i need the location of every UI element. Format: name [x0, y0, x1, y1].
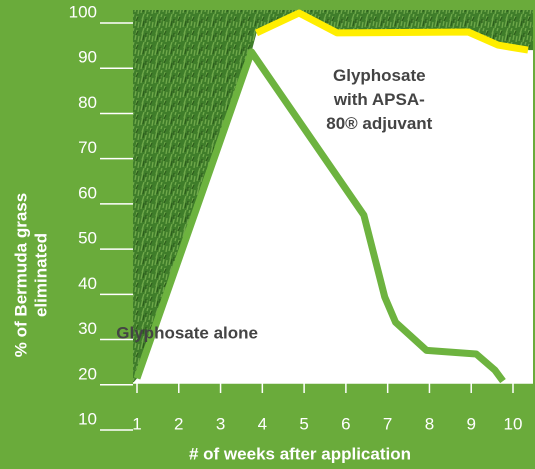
x-tick-label: 2: [174, 414, 183, 433]
y-tick-label: 40: [78, 274, 97, 293]
y-tick-label: 80: [78, 93, 97, 112]
y-tick-label: 50: [78, 229, 97, 248]
annotation: Glyphosate alone: [116, 324, 258, 343]
y-axis-label: % of Bermuda grass: [11, 193, 30, 357]
x-tick-label: 10: [504, 414, 523, 433]
y-tick-label: 70: [78, 138, 97, 157]
y-axis-label: eliminated: [31, 233, 50, 317]
x-tick-label: 3: [216, 414, 225, 433]
line-series: [255, 9, 529, 54]
y-tick-label: 100: [69, 2, 97, 21]
y-tick-label: 60: [78, 183, 97, 202]
x-tick-label: 8: [425, 414, 434, 433]
annotation: Glyphosate: [333, 66, 426, 85]
y-tick-label: 30: [78, 319, 97, 338]
annotation: 80® adjuvant: [326, 114, 432, 133]
y-tick-label: 10: [78, 409, 97, 428]
x-tick-label: 7: [383, 414, 392, 433]
x-axis-label: # of weeks after application: [189, 444, 411, 463]
x-tick-label: 1: [132, 414, 141, 433]
y-tick-label: 20: [78, 364, 97, 383]
x-tick-label: 9: [466, 414, 475, 433]
x-tick-label: 5: [299, 414, 308, 433]
line-series: [133, 48, 506, 384]
x-tick-label: 6: [341, 414, 350, 433]
annotation: with APSA-: [333, 90, 425, 109]
x-tick-label: 4: [258, 414, 267, 433]
y-tick-label: 90: [78, 48, 97, 67]
